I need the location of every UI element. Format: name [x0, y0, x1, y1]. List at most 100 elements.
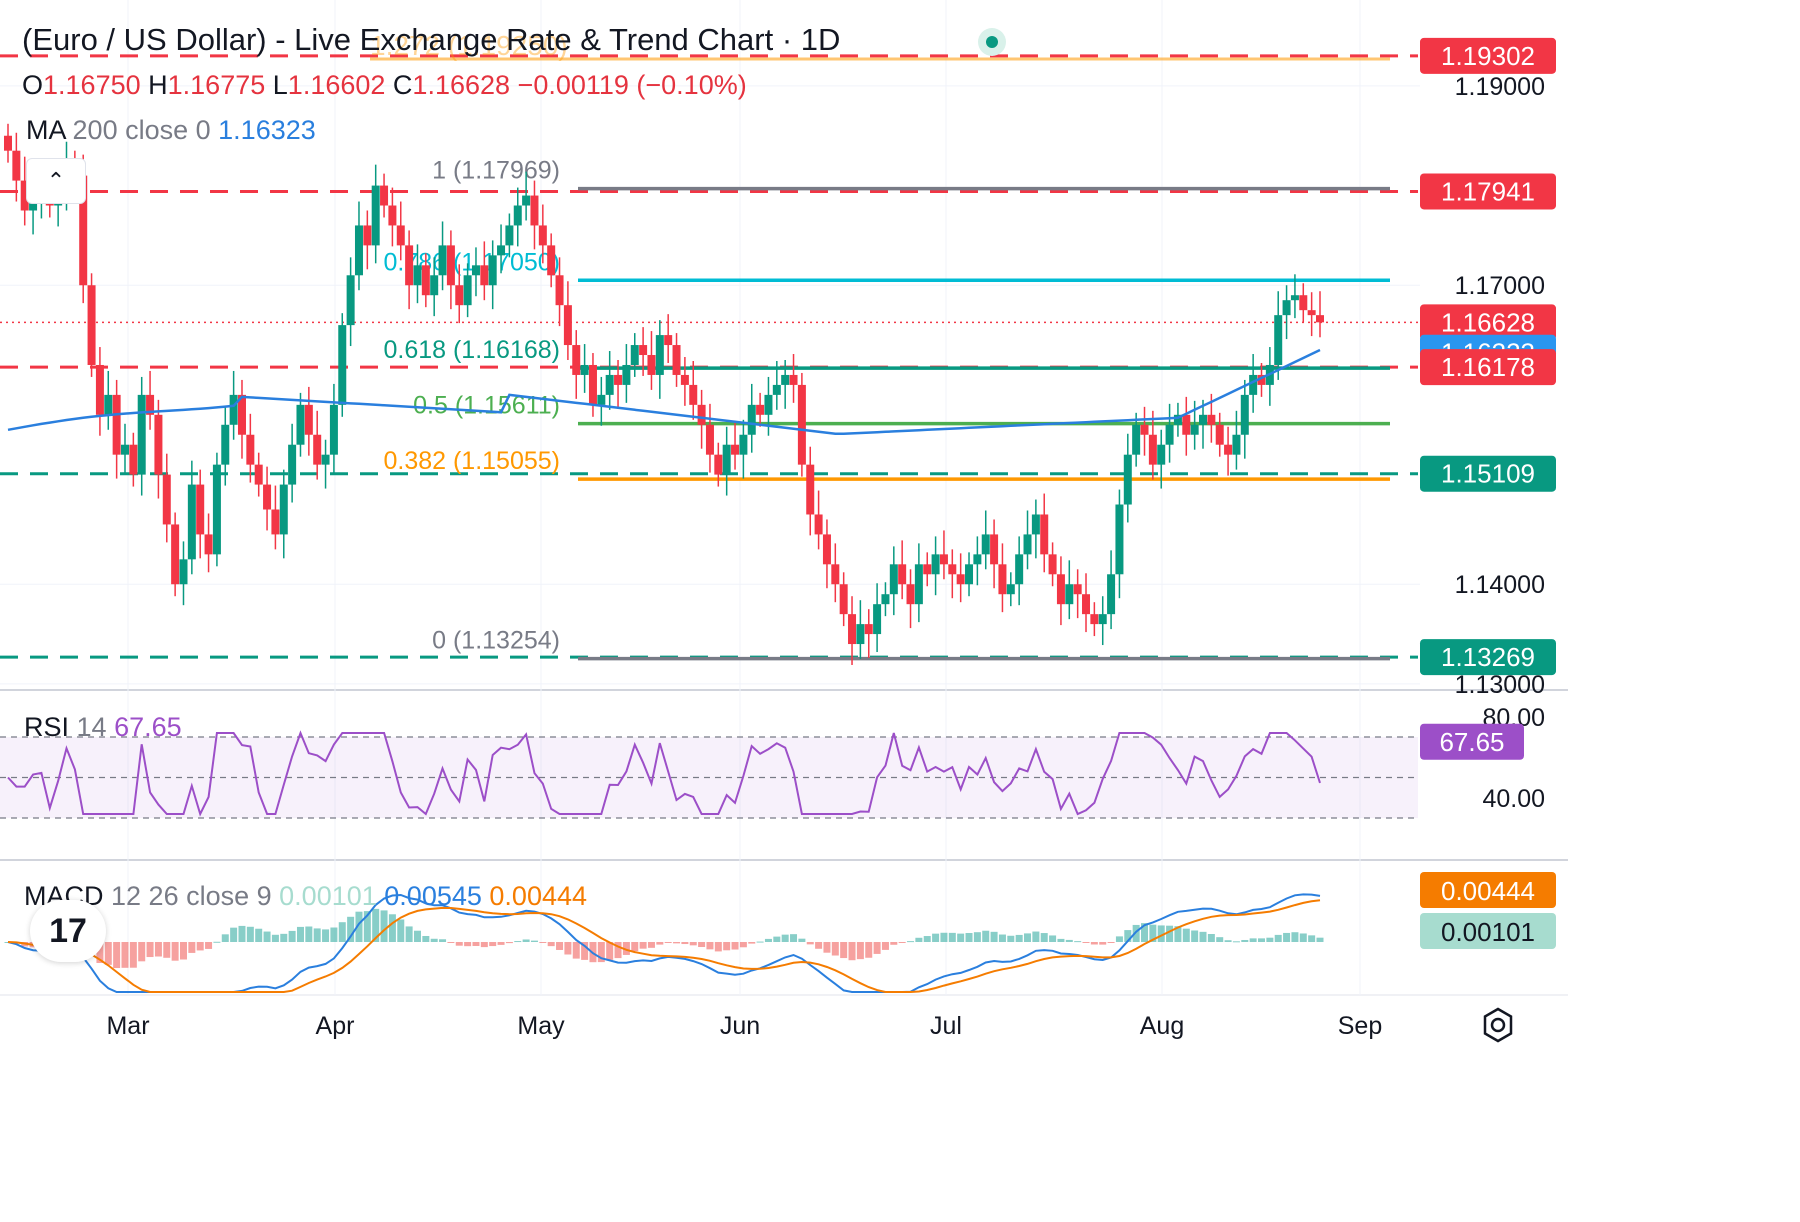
candle-body: [363, 225, 372, 246]
candle-body: [1290, 295, 1299, 301]
candle-body: [304, 404, 313, 435]
chart-title: (Euro / US Dollar) - Live Exchange Rate …: [22, 22, 841, 57]
fib-level-label: 0.618 (1.16168): [383, 336, 560, 364]
candle-body: [354, 225, 363, 276]
macd-histogram-group: [4, 908, 1324, 969]
candle-body: [1090, 614, 1099, 625]
macd-histogram-bar: [739, 942, 747, 948]
candle-body: [1048, 554, 1057, 575]
macd-histogram-bar: [1107, 942, 1115, 943]
close-label: C: [392, 70, 413, 100]
macd-histogram-bar: [1241, 939, 1249, 942]
macd-histogram-bar: [305, 926, 313, 942]
macd-histogram-bar: [480, 942, 488, 948]
candle-body: [522, 195, 531, 206]
candle-body: [29, 200, 38, 211]
macd-signal-tag: [1420, 872, 1556, 908]
macd-histogram-bar: [322, 929, 330, 942]
macd-histogram-bar: [748, 942, 756, 944]
candle-body: [137, 394, 146, 475]
collapse-legend-button[interactable]: ⌃: [26, 158, 86, 204]
macd-histogram-bar: [982, 930, 990, 942]
candle-body: [538, 225, 547, 246]
live-status-dot-icon: [978, 28, 1006, 56]
macd-histogram-bar: [121, 942, 129, 968]
candle-body: [856, 624, 865, 645]
macd-histogram-bar: [973, 932, 981, 942]
candle-body: [1173, 414, 1182, 425]
macd-histogram-bar: [597, 942, 605, 963]
macd-histogram-bar: [932, 933, 940, 942]
macd-histogram-bar: [806, 942, 814, 945]
candle-body: [622, 364, 631, 385]
candle-body: [1006, 584, 1015, 595]
macd-histogram-bar: [1141, 923, 1149, 942]
macd-histogram-bar: [673, 942, 681, 944]
macd-histogram-bar: [447, 942, 455, 943]
macd-histogram-bar: [848, 942, 856, 961]
macd-histogram-bar: [698, 942, 706, 948]
ma200-line: [7, 348, 1321, 436]
macd-histogram-bar: [464, 942, 472, 947]
candle-body: [881, 594, 890, 605]
price-tag-label: 1.15109: [1441, 459, 1535, 489]
macd-histogram-bar: [489, 942, 497, 947]
time-axis-label: Sep: [1338, 1012, 1382, 1040]
candle-body: [1224, 444, 1233, 455]
candle-body: [497, 245, 506, 256]
settings-gear-icon[interactable]: [1478, 1005, 1518, 1045]
candle-body: [162, 474, 171, 525]
macd-histogram-bar: [1216, 937, 1224, 942]
candle-body: [321, 454, 330, 465]
rsi-legend[interactable]: RSI 14 67.65: [24, 712, 182, 743]
rsi-params: 14: [76, 712, 107, 742]
candle-body: [705, 424, 714, 455]
macd-histogram-bar: [714, 942, 722, 952]
macd-histogram-bar: [990, 931, 998, 942]
macd-histogram-bar: [338, 922, 346, 942]
candle-body: [923, 564, 932, 575]
macd-histogram-bar: [1224, 940, 1232, 942]
time-axis-label: Jul: [930, 1012, 962, 1040]
macd-histogram-bar: [706, 942, 714, 950]
macd-histogram-bar: [1149, 924, 1157, 942]
time-axis-label: May: [517, 1012, 565, 1040]
candle-body: [530, 195, 539, 226]
fib-level-label: 0.5 (1.15611): [413, 392, 560, 420]
rsi-axis-label: 40.00: [1482, 785, 1545, 813]
macd-histogram-bar: [1074, 941, 1082, 943]
macd-params: 12 26 close 9: [111, 881, 272, 911]
macd-histogram-bar: [113, 942, 121, 969]
macd-histogram-bar: [1182, 928, 1190, 942]
price-chart[interactable]: 1 (1.17969)0.786 (1.17050)0.618 (1.16168…: [0, 0, 1568, 1064]
macd-hist-tag-label: 0.00101: [1441, 917, 1535, 947]
macd-histogram-bar: [171, 942, 179, 961]
candle-body: [1040, 514, 1049, 555]
candle-body: [1056, 574, 1065, 605]
macd-histogram-bar: [689, 942, 697, 946]
price-axis-label: 1.14000: [1455, 571, 1545, 599]
fib-level-label: 1 (1.17969): [432, 157, 560, 185]
time-axis-label: Mar: [106, 1012, 149, 1040]
candle-body: [680, 374, 689, 385]
candle-body: [271, 509, 280, 535]
candle-body: [313, 434, 322, 465]
macd-histogram-bar: [1065, 939, 1073, 942]
candle-body: [630, 345, 639, 365]
tradingview-logo-icon[interactable]: 17: [30, 900, 106, 962]
candle-body: [413, 265, 422, 286]
candle-body: [697, 404, 706, 425]
macd-histogram-bar: [497, 942, 505, 945]
candle-body: [513, 205, 522, 226]
candle-body: [179, 559, 188, 585]
candle-body: [438, 245, 447, 276]
candle-body: [1073, 584, 1082, 595]
price-tag: [1420, 304, 1556, 341]
ma-legend[interactable]: MA 200 close 0 1.16323: [26, 115, 316, 146]
ohlc-legend: O1.16750 H1.16775 L1.16602 C1.16628 −0.0…: [22, 70, 747, 101]
macd-histogram-bar: [539, 942, 547, 943]
time-axis-label: Apr: [316, 1012, 355, 1040]
macd-legend[interactable]: MACD 12 26 close 9 0.00101 0.00545 0.004…: [24, 881, 587, 912]
macd-histogram-bar: [188, 942, 196, 953]
candle-body: [831, 564, 840, 585]
